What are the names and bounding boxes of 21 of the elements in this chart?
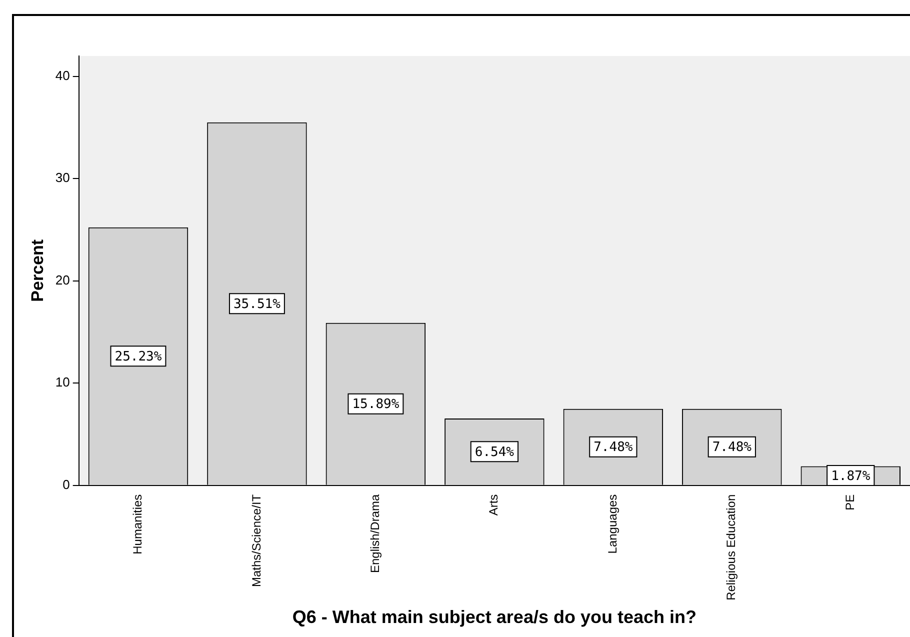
data-label: 15.89%	[352, 397, 400, 412]
data-label: 1.87%	[831, 468, 870, 484]
x-axis-title: Q6 - What main subject area/s do you teach in?	[292, 607, 696, 628]
x-tick-label: Religious Education	[724, 494, 738, 600]
x-tick-label: PE	[842, 494, 857, 510]
y-tick-label: 0	[62, 476, 70, 492]
x-tick-label: Maths/Science/IT	[249, 494, 264, 588]
y-tick-label: 20	[55, 272, 70, 288]
data-label: 35.51%	[233, 296, 281, 312]
y-tick-label: 10	[55, 374, 70, 390]
x-tick-label: Languages	[605, 494, 620, 554]
y-tick-label: 40	[55, 68, 70, 84]
x-tick-label: English/Drama	[368, 494, 382, 574]
data-label: 7.48%	[712, 440, 752, 456]
data-label: 25.23%	[114, 350, 162, 365]
x-tick-label: Humanities	[130, 494, 145, 554]
data-label: 7.48%	[594, 440, 633, 456]
data-label: 6.54%	[474, 445, 514, 460]
x-tick-label: Arts	[486, 494, 501, 516]
y-tick-label: 30	[55, 170, 70, 186]
y-axis-title: Percent	[28, 239, 47, 302]
